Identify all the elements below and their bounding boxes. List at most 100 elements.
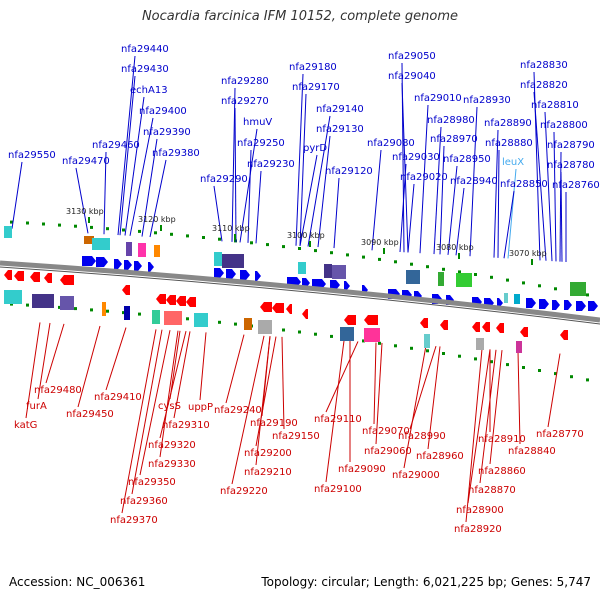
gene-feature-box (514, 294, 520, 304)
leader-line (231, 87, 236, 242)
bottom-gene-label: nfa29090 (338, 464, 386, 475)
tick-label: 3090 kbp (361, 238, 399, 247)
leader-line (75, 167, 89, 234)
leader-line (333, 177, 340, 249)
leader-line (37, 322, 51, 400)
forward-gene-arrow (240, 270, 250, 280)
ruler-dot (218, 237, 221, 241)
ruler-dot (426, 349, 429, 353)
gene-feature-box (164, 311, 182, 325)
leader-line (507, 168, 517, 259)
ruler-dot (474, 357, 477, 361)
ruler-dot (26, 221, 29, 225)
tick-mark (309, 241, 311, 247)
bottom-gene-label: nfa29000 (392, 470, 440, 481)
top-gene-label: nfa28950 (443, 154, 491, 165)
top-gene-label: nfa28820 (520, 80, 568, 91)
top-gene-label: nfa29380 (152, 148, 200, 159)
top-gene-label: nfa29280 (221, 76, 269, 87)
top-gene-label: nfa28940 (450, 176, 498, 187)
leader-line (455, 187, 465, 256)
bottom-gene-label: nfa29100 (314, 484, 362, 495)
top-gene-label: nfa28830 (520, 60, 568, 71)
leader-line (373, 342, 377, 425)
ruler-dot (410, 262, 413, 266)
lower-ruler (10, 302, 589, 382)
bottom-gene-label: nfa29410 (94, 392, 142, 403)
leader-line (199, 332, 207, 401)
gene-feature-box (324, 264, 332, 278)
ruler-dot (122, 311, 125, 315)
ruler-dot (170, 232, 173, 236)
top-gene-label: nfa29430 (121, 64, 169, 75)
reverse-gene-arrow (364, 315, 378, 325)
leader-line (299, 93, 307, 247)
ruler-dot (538, 284, 541, 288)
backbone-shadow (0, 266, 600, 325)
leader-line (105, 327, 127, 391)
reverse-gene-arrow (286, 304, 292, 314)
top-gene-label: nfa29020 (400, 172, 448, 183)
forward-gene-arrow (330, 280, 340, 290)
tick-mark (234, 234, 236, 240)
coordinate-ticks: 3130 kbp 3120 kbp 3110 kbp 3100 kbp 3090 kbp… (66, 207, 547, 265)
reverse-gene-arrow (302, 309, 308, 319)
gene-feature-box (84, 236, 94, 244)
reverse-gene-arrow (122, 285, 130, 295)
gene-feature-box (60, 296, 74, 310)
top-gene-label: nfa29030 (392, 152, 440, 163)
leader-line (399, 163, 407, 253)
reverse-gene-arrow (260, 302, 272, 312)
leader-line (299, 154, 318, 247)
top-gene-label: nfa28810 (531, 100, 579, 111)
leader-line (560, 171, 563, 262)
gene-feature-box (258, 320, 272, 334)
top-gene-label: nfa28790 (547, 140, 595, 151)
ruler-dot (154, 231, 157, 235)
ruler-dot (58, 305, 61, 309)
top-gene-label: nfa29470 (62, 156, 110, 167)
ruler-dot (378, 341, 381, 345)
bottom-gene-label: nfa28840 (508, 446, 556, 457)
gene-feature-box (214, 252, 222, 266)
leader-line (77, 325, 101, 408)
ruler-dot (106, 227, 109, 231)
leader-line (255, 336, 277, 447)
leader-line (403, 345, 427, 469)
leader-line (159, 331, 187, 439)
top-gene-label: nfa29230 (247, 159, 295, 170)
bottom-gene-label: nfa29240 (214, 405, 262, 416)
ruler-dot (554, 287, 557, 291)
reverse-gene-arrow (44, 273, 52, 283)
top-gene-label: nfa29290 (200, 174, 248, 185)
top-gene-label: echA13 (130, 85, 168, 96)
leader-line (139, 330, 171, 476)
top-gene-label: nfa28760 (552, 180, 600, 191)
ruler-dot (458, 270, 461, 274)
tick-mark (383, 248, 385, 254)
ruler-dot (250, 241, 253, 245)
leader-line (255, 336, 271, 466)
top-gene-label: nfa28850 (500, 179, 548, 190)
leader-line (45, 323, 65, 384)
forward-gene-arrow (214, 268, 224, 278)
forward-gene-arrow (134, 261, 142, 271)
ruler-dot (554, 372, 557, 376)
ruler-dot (474, 273, 477, 276)
forward-gene-arrow (539, 299, 549, 309)
ruler-dot (394, 260, 397, 264)
leader-line (467, 349, 491, 504)
top-gene-label: nfa28930 (463, 95, 511, 106)
bottom-gene-label: furA (26, 401, 47, 412)
ruler-dot (10, 220, 13, 224)
top-gene-label: nfa28780 (547, 160, 595, 171)
leader-line (307, 115, 331, 247)
forward-gene-arrow (552, 300, 560, 310)
gene-feature-box (4, 226, 12, 238)
ruler-dot (490, 360, 493, 364)
forward-gene-arrow (564, 300, 572, 310)
gene-feature-box (298, 262, 306, 274)
leader-line (517, 351, 521, 445)
top-gene-label: hmuV (243, 117, 272, 128)
reverse-gene-arrow (344, 315, 356, 325)
